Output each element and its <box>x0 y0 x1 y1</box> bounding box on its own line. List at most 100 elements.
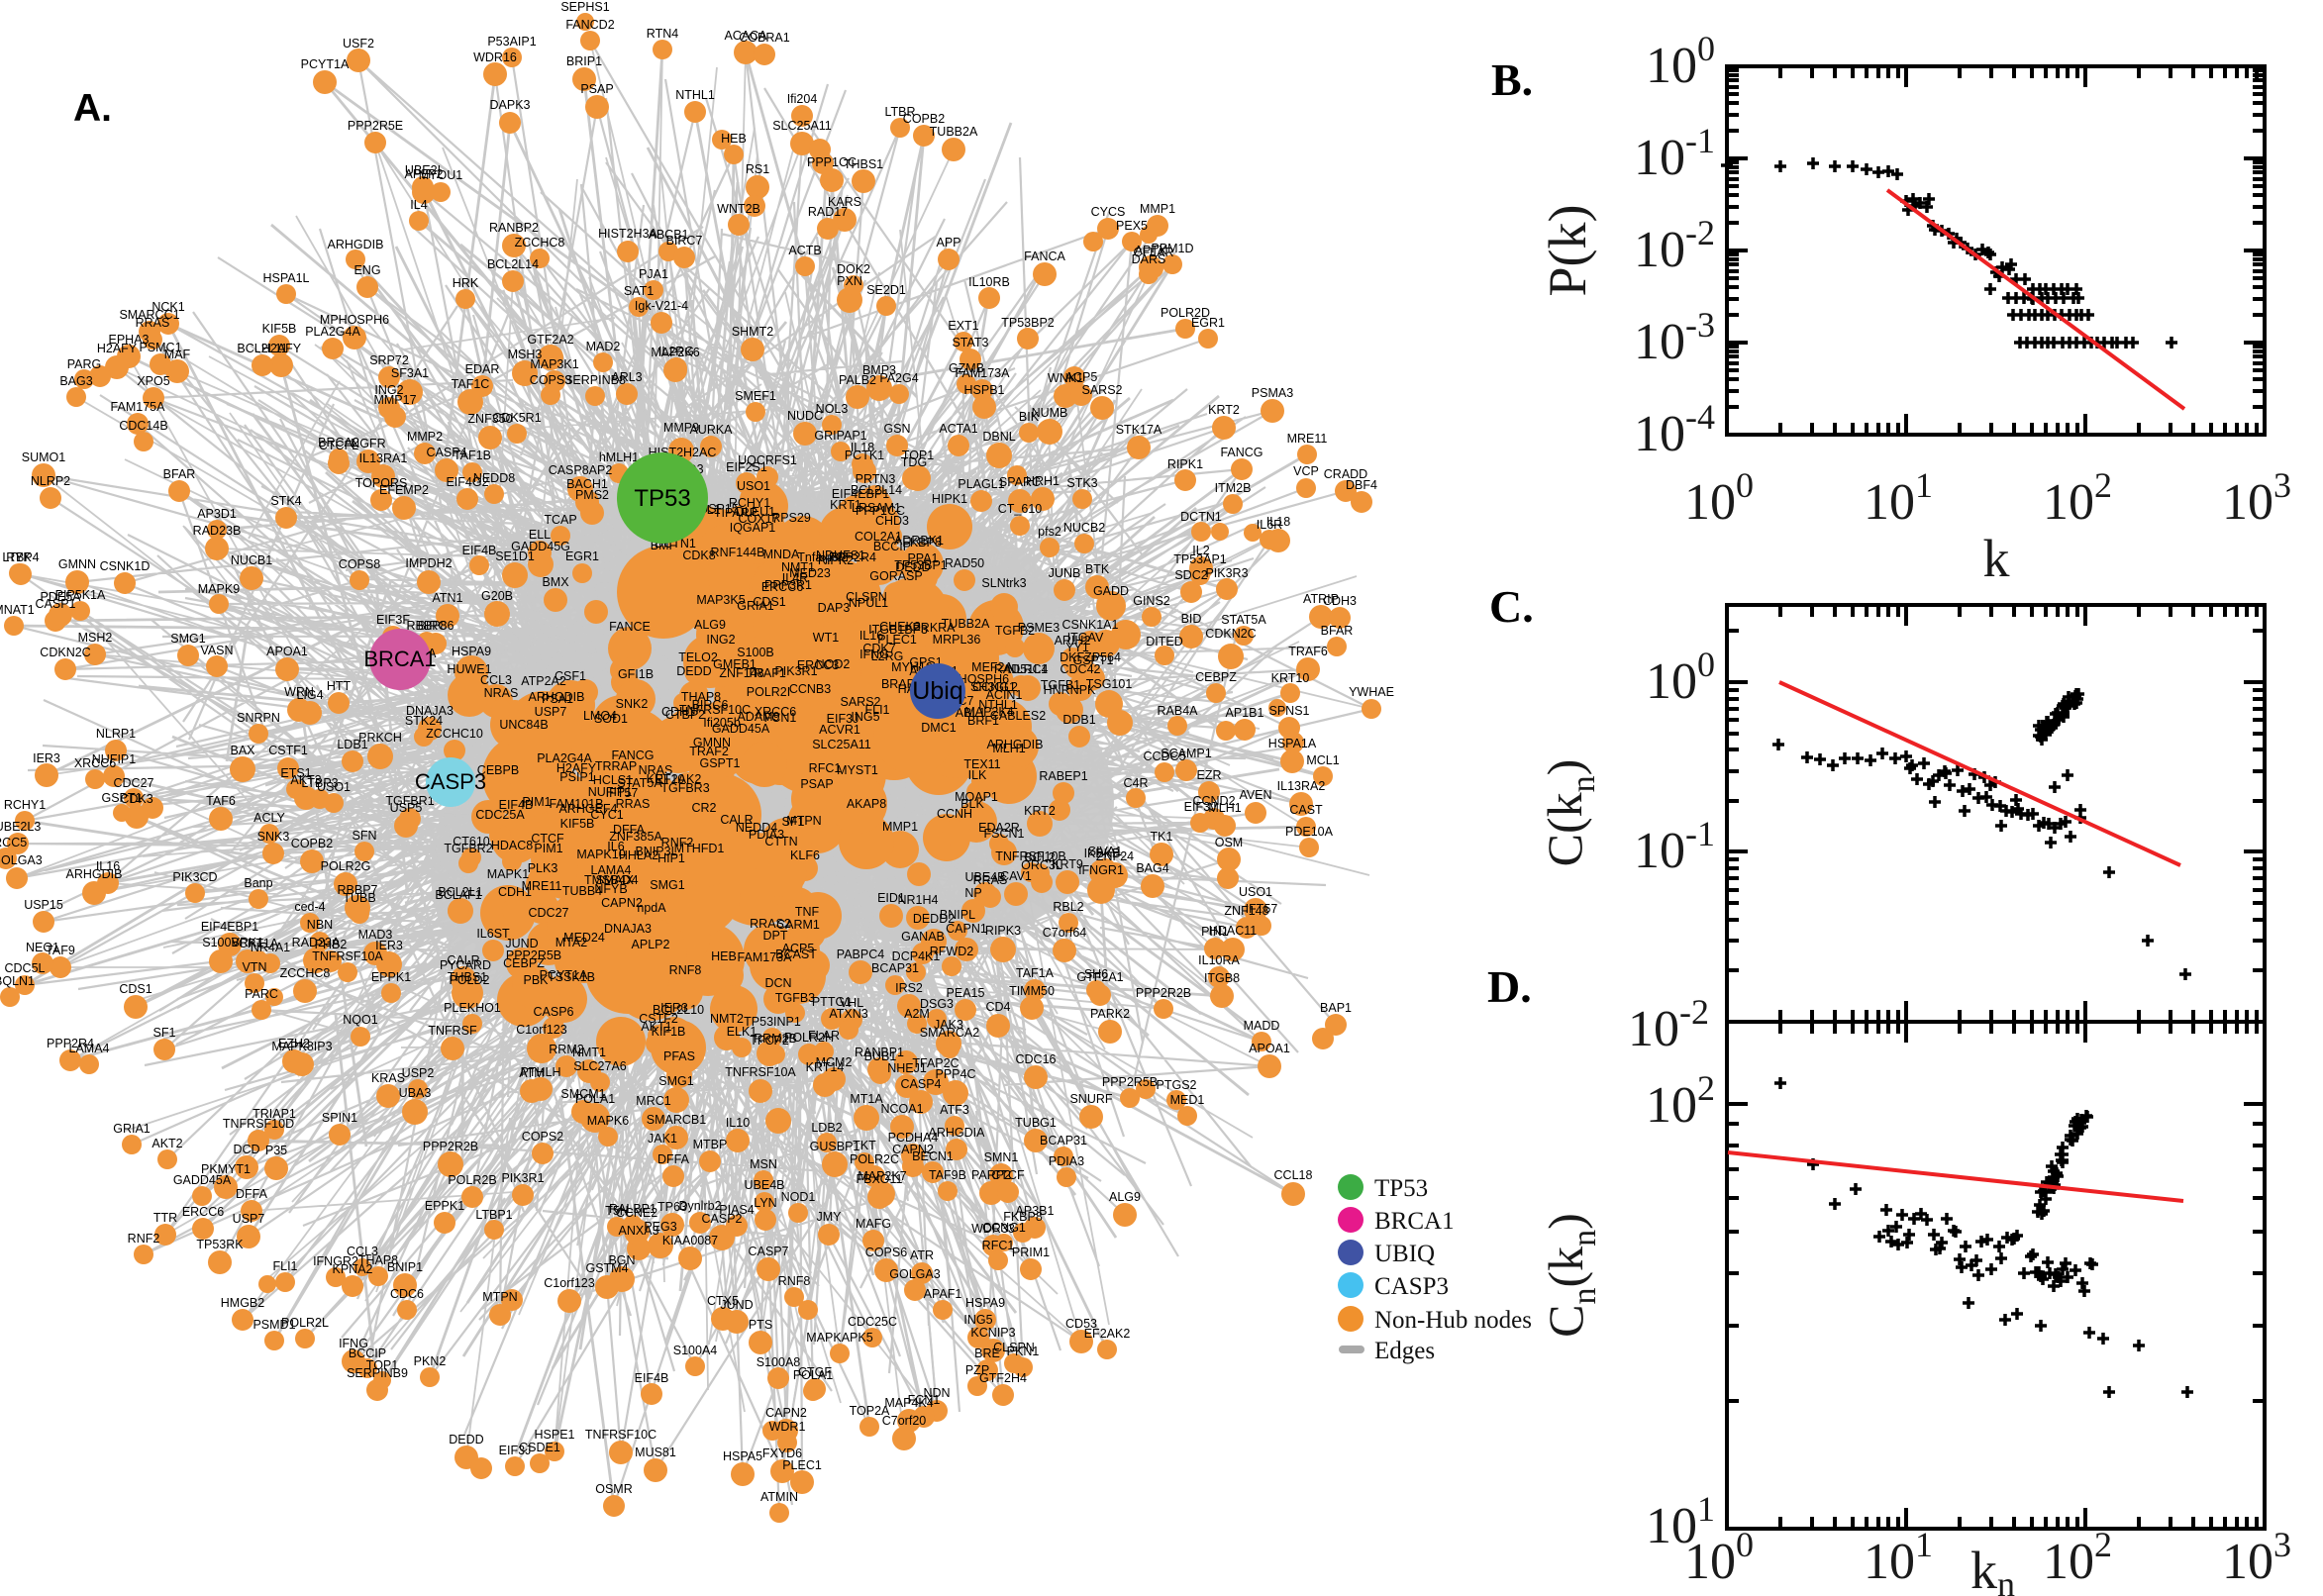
svg-text:ATXN3: ATXN3 <box>829 1007 867 1021</box>
svg-text:PPP4C: PPP4C <box>936 1067 976 1081</box>
svg-text:UBIQ: UBIQ <box>1374 1241 1435 1267</box>
svg-text:MTHFD1: MTHFD1 <box>674 842 725 855</box>
svg-text:ABCB1: ABCB1 <box>649 228 689 242</box>
svg-text:SE2D1: SE2D1 <box>866 283 906 297</box>
svg-text:DNAJA3: DNAJA3 <box>604 922 652 936</box>
svg-text:SIVA1: SIVA1 <box>1088 845 1123 858</box>
svg-text:BIK: BIK <box>1019 410 1040 424</box>
svg-text:JAK3: JAK3 <box>934 1018 963 1032</box>
svg-text:SNURF: SNURF <box>1069 1092 1112 1106</box>
svg-text:WRN: WRN <box>284 685 314 699</box>
svg-text:EDAR: EDAR <box>465 362 500 376</box>
svg-text:BCAST: BCAST <box>775 948 817 961</box>
svg-text:SE1D1: SE1D1 <box>495 549 535 563</box>
svg-text:MAP3K1: MAP3K1 <box>530 357 578 371</box>
svg-text:IL13RA1: IL13RA1 <box>359 451 408 465</box>
svg-text:CPT1A: CPT1A <box>239 937 279 950</box>
svg-text:ZCCHC10: ZCCHC10 <box>426 727 483 741</box>
svg-text:HDAC8: HDAC8 <box>491 839 533 852</box>
svg-text:PKMYT1: PKMYT1 <box>201 1162 251 1176</box>
svg-text:APAF1: APAF1 <box>924 1287 962 1301</box>
svg-text:IL18: IL18 <box>851 441 874 454</box>
svg-text:UBE2L3: UBE2L3 <box>0 820 41 834</box>
svg-text:CCL3: CCL3 <box>347 1245 378 1258</box>
svg-text:PEA15: PEA15 <box>947 986 985 1000</box>
svg-text:FKBP8: FKBP8 <box>902 536 942 549</box>
svg-text:MAPK1: MAPK1 <box>487 867 529 881</box>
svg-text:DCTN1: DCTN1 <box>1180 510 1222 524</box>
svg-text:PTHLH: PTHLH <box>521 1065 561 1079</box>
svg-text:PLA2G4A: PLA2G4A <box>537 751 592 765</box>
svg-text:ZCCHC8: ZCCHC8 <box>515 236 565 249</box>
svg-text:TOP2A: TOP2A <box>850 1404 890 1418</box>
svg-text:BRCA1: BRCA1 <box>1374 1208 1455 1235</box>
svg-text:GINS2: GINS2 <box>1133 594 1170 608</box>
svg-text:HHLA2: HHLA2 <box>619 848 658 862</box>
svg-text:CDS1: CDS1 <box>753 595 785 609</box>
svg-text:SMARCA2: SMARCA2 <box>920 1026 979 1040</box>
svg-text:RRAS2: RRAS2 <box>750 917 791 931</box>
svg-text:Non-Hub nodes: Non-Hub nodes <box>1374 1307 1532 1334</box>
svg-text:ANXA3: ANXA3 <box>619 1224 659 1238</box>
svg-text:NMT2: NMT2 <box>710 1012 744 1026</box>
svg-text:SNK2: SNK2 <box>616 697 649 711</box>
svg-text:SF3A1: SF3A1 <box>391 366 429 380</box>
svg-text:C7orf64: C7orf64 <box>1043 926 1087 940</box>
svg-text:BRCA1: BRCA1 <box>363 647 436 671</box>
svg-text:A.: A. <box>73 87 112 130</box>
svg-text:PSAP: PSAP <box>580 82 613 96</box>
svg-text:XRCC6: XRCC6 <box>755 705 796 719</box>
svg-text:ACLY: ACLY <box>253 811 285 825</box>
svg-text:DCP4K1: DCP4K1 <box>892 949 941 963</box>
svg-text:CSTF1: CSTF1 <box>268 744 308 757</box>
svg-text:GSTM4: GSTM4 <box>585 1261 628 1275</box>
svg-text:TOP1: TOP1 <box>902 449 934 462</box>
svg-text:FANCD2: FANCD2 <box>565 18 614 32</box>
svg-text:MMP17: MMP17 <box>373 393 416 407</box>
svg-text:PSA1: PSA1 <box>542 692 573 706</box>
svg-text:LAMA4: LAMA4 <box>69 1042 110 1055</box>
svg-text:GOLGA3: GOLGA3 <box>889 1267 940 1281</box>
svg-text:pfs2: pfs2 <box>1038 525 1061 539</box>
svg-text:DARS: DARS <box>1132 252 1166 266</box>
svg-text:BCL2L1: BCL2L1 <box>438 885 482 899</box>
svg-text:MMP1: MMP1 <box>882 820 918 834</box>
svg-text:P(k): P(k) <box>1538 205 1597 297</box>
svg-text:ACP5: ACP5 <box>782 942 815 955</box>
svg-text:NP: NP <box>964 886 981 900</box>
svg-text:EZH2: EZH2 <box>278 1037 310 1050</box>
svg-text:NOL3: NOL3 <box>816 402 849 416</box>
svg-text:PALB2: PALB2 <box>839 373 876 387</box>
svg-text:NDN: NDN <box>923 1386 950 1400</box>
svg-text:COPB2: COPB2 <box>903 112 945 126</box>
svg-text:THAP8: THAP8 <box>358 1253 398 1267</box>
svg-text:MEF2A: MEF2A <box>971 660 1013 674</box>
svg-text:RIPK2: RIPK2 <box>818 553 854 567</box>
svg-text:CHD3: CHD3 <box>875 514 909 528</box>
svg-text:PSME3: PSME3 <box>1018 621 1060 635</box>
svg-text:NUFIP1: NUFIP1 <box>92 752 137 766</box>
svg-text:EXT1: EXT1 <box>948 319 978 333</box>
svg-text:RPS29: RPS29 <box>771 511 811 525</box>
svg-text:USP2: USP2 <box>402 1066 435 1080</box>
svg-text:HNRNPK: HNRNPK <box>1044 683 1096 697</box>
svg-text:USF2: USF2 <box>343 37 374 50</box>
svg-text:STK3: STK3 <box>1066 476 1097 490</box>
svg-text:ACTB: ACTB <box>788 244 821 257</box>
svg-text:ERCC6: ERCC6 <box>761 580 803 594</box>
svg-text:NLRC4: NLRC4 <box>1008 662 1049 676</box>
svg-text:TGFBR2: TGFBR2 <box>444 842 492 855</box>
svg-text:CCNG1: CCNG1 <box>972 680 1016 694</box>
svg-text:VRK1: VRK1 <box>232 936 264 949</box>
svg-text:CSNK1A1: CSNK1A1 <box>1062 618 1119 632</box>
svg-text:KRT2: KRT2 <box>1024 804 1056 818</box>
svg-text:AP3B1: AP3B1 <box>1016 1204 1055 1218</box>
svg-text:TGFB3: TGFB3 <box>775 991 815 1005</box>
svg-text:CR2: CR2 <box>691 801 716 815</box>
svg-text:TAF1C: TAF1C <box>452 377 490 391</box>
svg-text:CDC14B: CDC14B <box>119 419 167 433</box>
svg-text:BFAR: BFAR <box>1321 624 1354 638</box>
svg-text:RAD17: RAD17 <box>808 205 848 219</box>
svg-text:BMP3: BMP3 <box>862 363 896 377</box>
svg-text:TIPARP: TIPARP <box>714 506 758 520</box>
